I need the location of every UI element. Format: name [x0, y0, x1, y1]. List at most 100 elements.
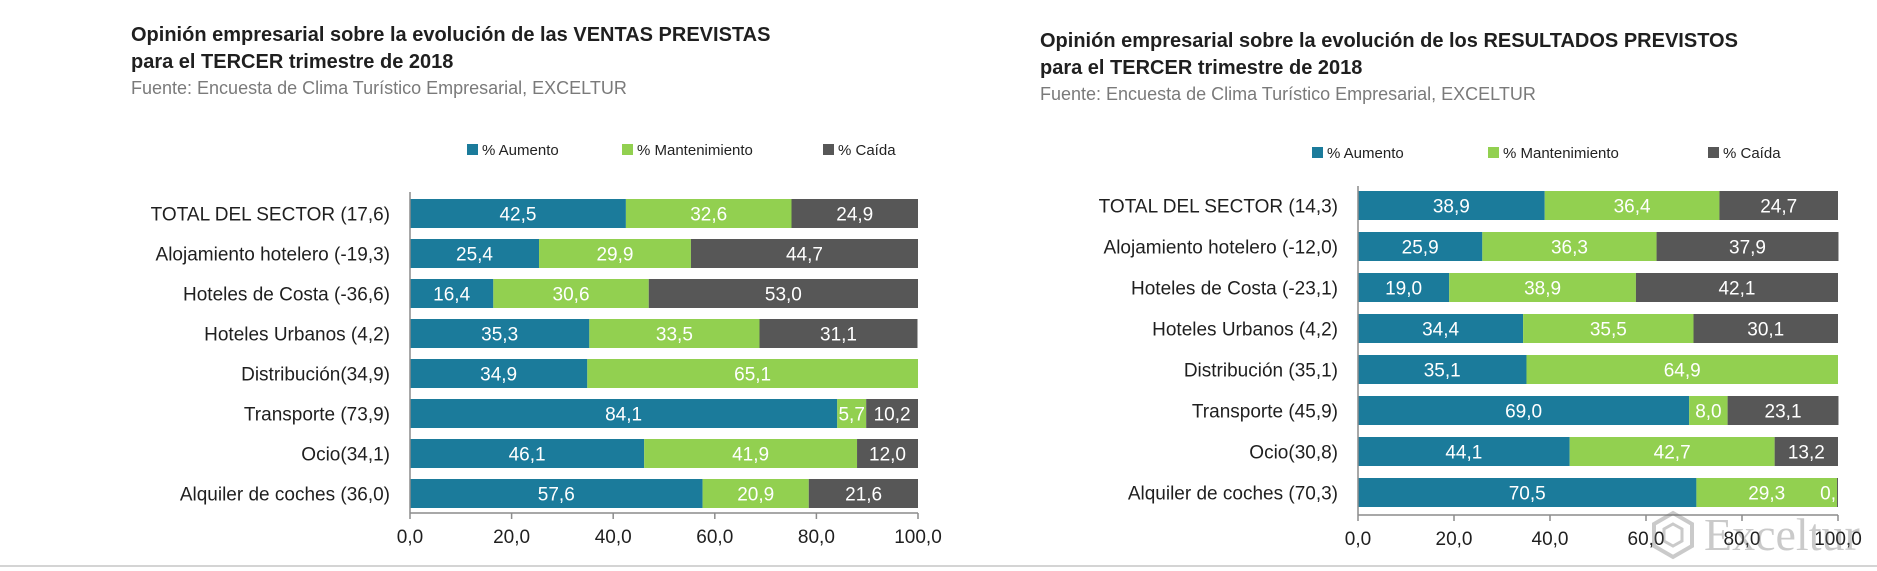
bar-segment-mantenimiento: [493, 279, 649, 308]
resultados-source: Fuente: Encuesta de Clima Turístico Empr…: [1040, 84, 1536, 104]
data-label-caida: 13,2: [1788, 443, 1825, 464]
bar-segment-mantenimiento: [1526, 355, 1838, 384]
chart-legend: % Aumento % Mantenimiento % Caída: [1312, 145, 1781, 162]
data-label-caida: 53,0: [765, 285, 802, 306]
data-label-aumento: 46,1: [509, 445, 546, 466]
bar-segment-caida: [1693, 314, 1838, 343]
bar-segment-caida: [1774, 437, 1838, 466]
data-label-caida: 21,6: [845, 485, 882, 506]
bar-segment-mantenimiento: [1449, 273, 1636, 302]
bar-segment-aumento: [410, 359, 588, 388]
bar-segment-aumento: [410, 479, 703, 508]
bar-segment-mantenimiento: [587, 359, 918, 388]
data-label-caida: 24,7: [1760, 197, 1797, 218]
legend-swatch-mantenimiento: [1488, 147, 1499, 158]
data-label-mantenimiento: 30,6: [553, 285, 590, 306]
data-label-aumento: 44,1: [1445, 443, 1482, 464]
bar-segment-mantenimiento: [1482, 232, 1657, 261]
x-tick-label: 80,0: [798, 527, 835, 548]
bar-segment-aumento: [1358, 355, 1527, 384]
legend-label-mantenimiento: % Mantenimiento: [1503, 145, 1619, 162]
category-label: Distribución (35,1): [1184, 361, 1338, 382]
bar-segment-caida: [648, 279, 918, 308]
x-tick-label: 60,0: [696, 527, 733, 548]
category-label: Transporte (73,9): [244, 405, 390, 426]
data-label-mantenimiento: 36,3: [1551, 238, 1588, 259]
resultados-title-block: Opinión empresarial sobre la evolución d…: [1040, 28, 1738, 106]
data-label-mantenimiento: 36,4: [1614, 197, 1651, 218]
data-label-caida: 44,7: [786, 245, 823, 266]
data-label-aumento: 25,9: [1402, 238, 1439, 259]
data-label-caida: 10,2: [874, 405, 911, 426]
data-label-caida: 31,1: [820, 325, 857, 346]
data-label-caida: 0,: [1820, 484, 1836, 505]
data-label-mantenimiento: 38,9: [1524, 279, 1561, 300]
data-label-aumento: 34,4: [1422, 320, 1459, 341]
category-label: Ocio(30,8): [1249, 443, 1338, 464]
ventas-chart-panel: Opinión empresarial sobre la evolución d…: [131, 24, 942, 548]
bar-segment-mantenimiento: [1544, 191, 1720, 220]
data-label-aumento: 69,0: [1505, 402, 1542, 423]
data-label-mantenimiento: 33,5: [656, 325, 693, 346]
ventas-stacked-bar-chart: % Aumento % Mantenimiento % Caída TOTAL DEL…: [151, 142, 942, 548]
bar-segment-caida: [866, 399, 918, 428]
data-label-aumento: 38,9: [1433, 197, 1470, 218]
bar-segment-caida: [1656, 232, 1839, 261]
bar-segment-aumento: [410, 319, 590, 348]
category-label: TOTAL DEL SECTOR (17,6): [151, 205, 390, 226]
hexagon-logo-icon: [1652, 510, 1694, 559]
data-label-mantenimiento: 20,9: [737, 485, 774, 506]
data-label-aumento: 34,9: [480, 365, 517, 386]
bar-segment-caida: [857, 439, 918, 468]
bar-segment-mantenimiento: [644, 439, 858, 468]
bar-segment-aumento: [410, 439, 645, 468]
data-label-mantenimiento: 64,9: [1664, 361, 1701, 382]
category-label: Alojamiento hotelero (-12,0): [1104, 238, 1338, 259]
category-label: Distribución(34,9): [241, 365, 390, 386]
legend-label-mantenimiento: % Mantenimiento: [637, 142, 753, 159]
category-label: Hoteles Urbanos (4,2): [1152, 320, 1338, 341]
legend-label-aumento: % Aumento: [1327, 145, 1404, 162]
x-tick-label: 100,0: [894, 527, 942, 548]
data-label-mantenimiento: 41,9: [732, 445, 769, 466]
data-label-aumento: 70,5: [1509, 484, 1546, 505]
resultados-title-line-1: Opinión empresarial sobre la evolución d…: [1040, 30, 1738, 52]
ventas-title-line-1: Opinión empresarial sobre la evolución d…: [131, 24, 771, 46]
bar-segment-aumento: [1358, 396, 1690, 425]
data-label-aumento: 35,3: [481, 325, 518, 346]
category-label: Alojamiento hotelero (-19,3): [156, 245, 390, 266]
legend-swatch-mantenimiento: [622, 144, 633, 155]
bar-segment-aumento: [410, 279, 494, 308]
data-label-mantenimiento: 65,1: [734, 365, 771, 386]
legend-label-aumento: % Aumento: [482, 142, 559, 159]
legend-swatch-caida: [823, 144, 834, 155]
bar-segment-aumento: [1358, 191, 1545, 220]
exceltur-watermark: Exceltur: [1648, 508, 1860, 561]
data-label-mantenimiento: 5,7: [838, 405, 864, 426]
watermark-text: Exceltur: [1704, 509, 1860, 560]
bar-segment-mantenimiento: [702, 479, 809, 508]
bar-segment-mantenimiento: [1689, 396, 1728, 425]
bar-segment-caida: [1837, 478, 1838, 507]
data-label-caida: 42,1: [1718, 279, 1755, 300]
legend-swatch-caida: [1708, 147, 1719, 158]
data-label-aumento: 16,4: [433, 285, 470, 306]
ventas-title-line-2: para el TERCER trimestre de 2018: [131, 51, 454, 73]
data-label-aumento: 84,1: [605, 405, 642, 426]
data-label-mantenimiento: 29,3: [1748, 484, 1785, 505]
data-label-aumento: 25,4: [456, 245, 493, 266]
bar-segment-aumento: [1358, 314, 1524, 343]
bar-segment-mantenimiento: [1569, 437, 1775, 466]
category-label: Hoteles Urbanos (4,2): [204, 325, 390, 346]
data-label-aumento: 57,6: [538, 485, 575, 506]
bar-segment-caida: [791, 199, 918, 228]
data-label-aumento: 19,0: [1385, 279, 1422, 300]
data-label-caida: 30,1: [1747, 320, 1784, 341]
category-label: Alquiler de coches (70,3): [1128, 484, 1338, 505]
bar-segment-aumento: [1358, 478, 1697, 507]
bottom-divider: [0, 565, 1877, 567]
bar-segment-mantenimiento: [1696, 478, 1838, 507]
category-label: TOTAL DEL SECTOR (14,3): [1099, 197, 1338, 218]
resultados-chart-panel: Opinión empresarial sobre la evolución d…: [1030, 0, 1877, 571]
data-label-mantenimiento: 42,7: [1654, 443, 1691, 464]
